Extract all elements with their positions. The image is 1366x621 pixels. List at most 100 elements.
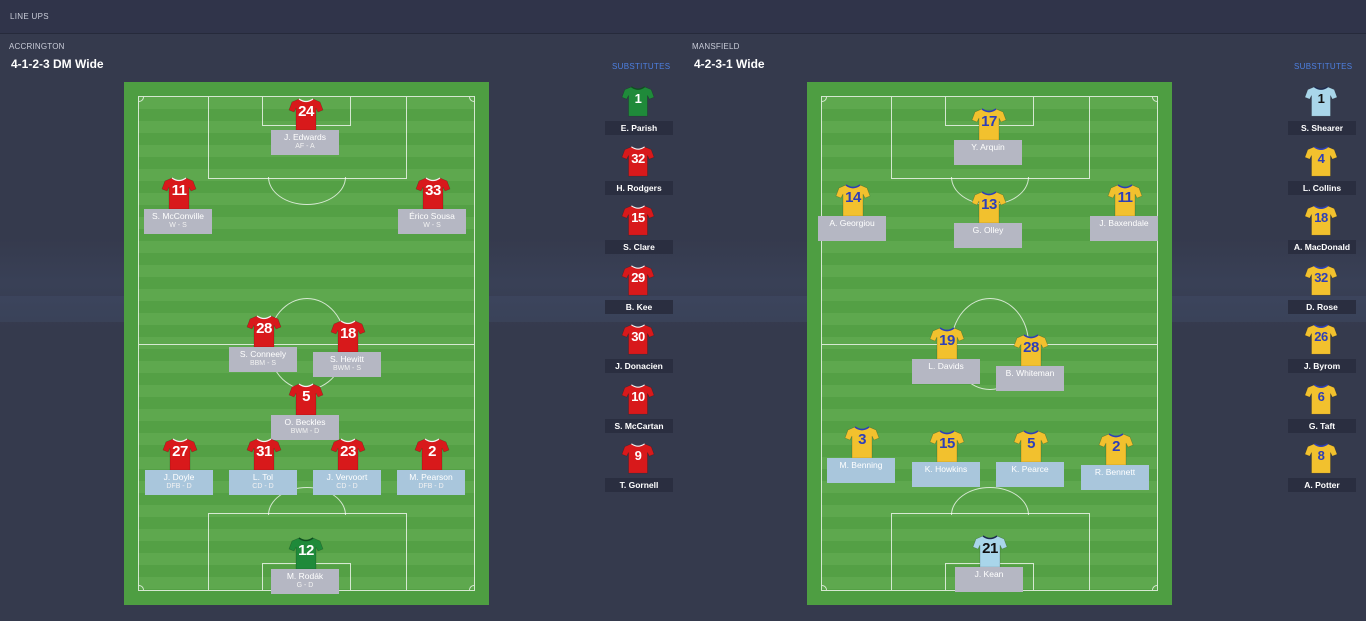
player-number: 5: [1027, 435, 1035, 452]
substitute-number: 32: [1314, 269, 1328, 285]
player-number: 21: [982, 540, 998, 557]
player-name-label: K. Howkins: [912, 462, 980, 487]
shirt-icon: [971, 189, 1007, 225]
player-name-label: S. McConville W - S: [144, 209, 212, 234]
shirt-icon: [288, 535, 324, 571]
player-number: 13: [981, 196, 997, 213]
player-role: DFB - D: [418, 483, 444, 490]
substitute-name: H. Rodgers: [605, 180, 673, 195]
shirt-icon: [1013, 428, 1049, 464]
player-name: L. Davids: [928, 361, 964, 371]
substitute-number: 29: [631, 269, 645, 285]
substitute-number: 18: [1314, 210, 1328, 225]
shirt-icon: [330, 436, 366, 472]
substitute-number: 32: [631, 150, 645, 166]
player-name-label: A. Georgiou: [818, 216, 886, 241]
player-name: M. Benning: [839, 460, 883, 470]
shirt-icon: [288, 96, 324, 132]
player-role: CD - D: [252, 483, 274, 490]
shirt-icon: [621, 144, 655, 178]
player-name: M. Pearson: [409, 472, 453, 482]
player-name-label: O. Beckles BWM - D: [271, 415, 339, 440]
substitute-number: 15: [631, 210, 645, 225]
player-role: G - D: [296, 582, 314, 589]
substitute-number: 6: [1317, 388, 1325, 404]
substitute-number: 30: [631, 329, 645, 344]
shirt-icon: [1304, 144, 1338, 178]
player-role: BWM - D: [290, 428, 320, 435]
player-number: 28: [1023, 339, 1039, 356]
player-name: O. Beckles: [284, 417, 326, 427]
player-role: AF - A: [295, 143, 315, 150]
player-number: 3: [858, 431, 866, 448]
player-name-label: J. Vervoort CD - D: [313, 470, 381, 495]
player-name: G. Olley: [972, 225, 1004, 235]
away-substitutes-label: SUBSTITUTES: [1294, 62, 1353, 71]
player-role: DFB - D: [166, 483, 192, 490]
player-number: 12: [298, 542, 314, 559]
home-pitch: [124, 82, 489, 605]
shirt-icon: [246, 436, 282, 472]
shirt-icon: [415, 175, 451, 211]
player-number: 18: [340, 325, 356, 342]
substitute-name: S. Shearer: [1288, 121, 1356, 135]
player-number: 33: [425, 182, 441, 199]
player-name: B. Whiteman: [1005, 368, 1055, 378]
player-name: J. Vervoort: [326, 472, 368, 482]
substitute-name: G. Taft: [1288, 418, 1356, 433]
away-formation[interactable]: 4-2-3-1 Wide: [694, 57, 765, 71]
player-number: 19: [939, 332, 955, 349]
shirt-icon: [330, 318, 366, 354]
player-name: M. Rodák: [286, 571, 324, 581]
player-number: 31: [256, 443, 272, 460]
shirt-icon: [844, 424, 880, 460]
player-name-label: B. Whiteman: [996, 366, 1064, 391]
player-name-label: M. Pearson DFB - D: [397, 470, 465, 495]
player-number: 17: [981, 113, 997, 130]
substitute-name: B. Kee: [605, 299, 673, 314]
away-pitch: [807, 82, 1172, 605]
player-name: S. Conneely: [239, 349, 287, 359]
player-name: J. Edwards: [283, 132, 327, 142]
player-number: 15: [939, 435, 955, 452]
shirt-icon: [1304, 441, 1338, 475]
shirt-icon: [929, 325, 965, 361]
shirt-icon: [1107, 182, 1143, 218]
shirt-icon: [621, 382, 655, 416]
substitute-name: J. Byrom: [1288, 359, 1356, 373]
shirt-icon: [621, 203, 655, 237]
shirt-icon: [1304, 322, 1338, 356]
player-number: 2: [428, 443, 436, 460]
shirt-icon: [621, 84, 655, 118]
shirt-icon: [929, 428, 965, 464]
player-name-label: J. Kean: [955, 567, 1023, 592]
home-substitutes-label: SUBSTITUTES: [612, 62, 671, 71]
substitute-number: 4: [1317, 150, 1325, 166]
player-name: J. Baxendale: [1099, 218, 1149, 228]
player-name-label: S. Hewitt BWM - S: [313, 352, 381, 377]
player-name: A. Georgiou: [829, 218, 875, 228]
substitute-number: 1: [1317, 91, 1325, 106]
substitute-name: A. MacDonald: [1288, 240, 1356, 254]
away-team-name: MANSFIELD: [692, 42, 740, 51]
shirt-icon: [161, 175, 197, 211]
player-name-label: K. Pearce: [996, 462, 1064, 487]
player-number: 24: [298, 103, 314, 120]
player-name-label: L. Tol CD - D: [229, 470, 297, 495]
player-name: L. Tol: [252, 472, 274, 482]
substitute-name: D. Rose: [1288, 299, 1356, 314]
substitute-name: A. Potter: [1288, 478, 1356, 492]
player-name-label: S. Conneely BBM - S: [229, 347, 297, 372]
home-formation[interactable]: 4-1-2-3 DM Wide: [11, 57, 104, 71]
substitute-number: 1: [634, 91, 642, 106]
substitute-name: J. Donacien: [605, 359, 673, 373]
substitute-number: 26: [1314, 329, 1328, 344]
player-role: BWM - S: [333, 365, 361, 372]
player-role: W - S: [169, 222, 187, 229]
shirt-icon: [621, 263, 655, 297]
player-name: R. Bennett: [1094, 467, 1136, 477]
substitute-number: 9: [634, 448, 642, 463]
substitute-number: 8: [1317, 448, 1325, 463]
shirt-icon: [288, 381, 324, 417]
shirt-icon: [1013, 332, 1049, 368]
